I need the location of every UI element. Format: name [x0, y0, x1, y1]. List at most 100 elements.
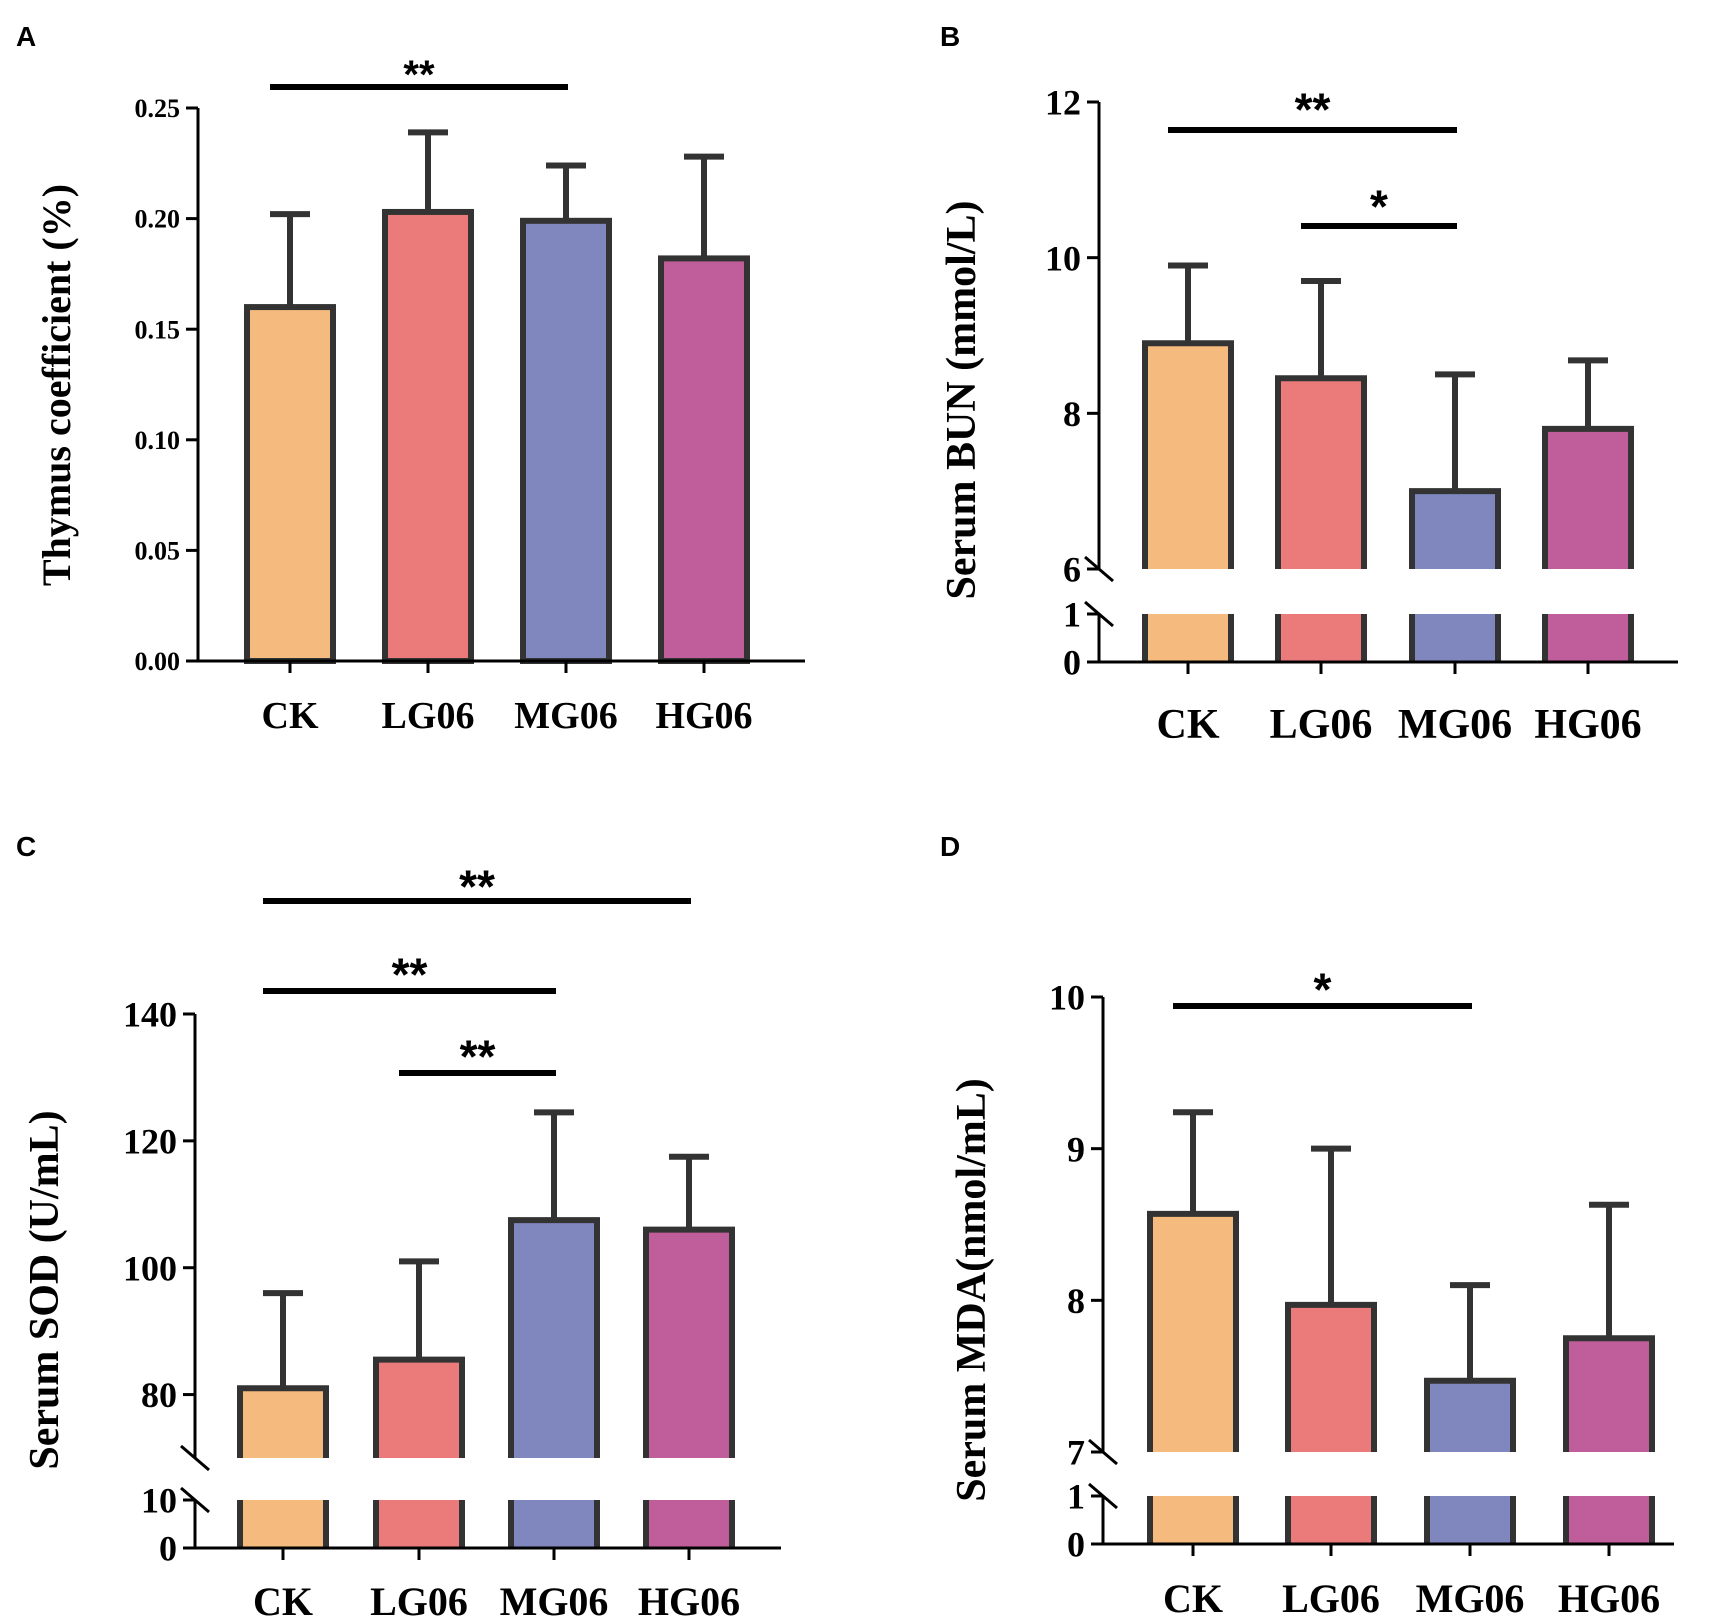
bar-lower-ck	[1145, 614, 1231, 662]
y-tick-label: 0.25	[135, 94, 181, 123]
x-tick-label-ck: CK	[253, 1579, 313, 1623]
y-tick-label: 100	[123, 1248, 177, 1288]
y-tick-label: 0.15	[135, 315, 181, 344]
y-tick-label: 0	[1063, 643, 1081, 683]
y-tick-label: 0.20	[135, 205, 181, 234]
significance-label: **	[1295, 84, 1331, 136]
panel-letter: D	[940, 831, 960, 862]
bar-mg06	[1412, 491, 1498, 569]
x-tick-label-lg06: LG06	[1270, 702, 1373, 748]
bar-lower-outline-lg06	[1285, 1496, 1377, 1544]
x-tick-label-ck: CK	[262, 695, 319, 737]
bar-lg06	[382, 208, 474, 665]
y-tick-label: 10	[1049, 978, 1085, 1018]
bar-mg06	[1427, 1380, 1513, 1452]
x-tick-label-ck: CK	[1157, 702, 1220, 748]
bar-lower-outline-ck	[237, 1500, 329, 1548]
y-tick-label: 10	[141, 1481, 177, 1521]
x-tick-label-mg06: MG06	[514, 695, 617, 737]
bar-hg06	[646, 1229, 732, 1458]
significance-label: **	[460, 1031, 496, 1083]
y-tick-label: 9	[1067, 1129, 1085, 1169]
y-tick-label: 120	[123, 1121, 177, 1161]
x-tick-label-lg06: LG06	[370, 1579, 468, 1623]
bar-lower-outline-mg06	[1409, 614, 1501, 662]
y-tick-label: 10	[1045, 238, 1081, 278]
bar-lower-hg06	[1566, 1496, 1652, 1544]
x-tick-label-hg06: HG06	[1534, 702, 1641, 748]
y-axis-label: Serum MDA(nmol/mL)	[949, 1078, 995, 1501]
y-tick-label: 0	[159, 1529, 177, 1569]
y-tick-label: 8	[1063, 394, 1081, 434]
bar-lower-outline-hg06	[1542, 614, 1634, 662]
y-tick-label: 0	[1067, 1525, 1085, 1565]
x-tick-label-lg06: LG06	[1282, 1576, 1380, 1621]
x-tick-label-ck: CK	[1163, 1576, 1223, 1621]
panel-c: C Serum SOD (U/mL) CK LG06 MG06 HG06 0 10 80 100 1…	[16, 831, 781, 1623]
significance-label: **	[459, 861, 495, 913]
bar-lg06	[1288, 1304, 1374, 1452]
axis-break-mark	[180, 1444, 210, 1472]
bar-lg06	[1278, 378, 1364, 569]
x-tick-label-hg06: HG06	[638, 1579, 740, 1623]
bar-hg06	[1566, 1338, 1652, 1452]
bar-lower-mg06	[1427, 1496, 1513, 1544]
bar-lower-outline-ck	[1147, 1496, 1239, 1544]
bar-outline-lg06	[373, 1356, 465, 1458]
y-tick-label: 1	[1067, 1477, 1085, 1517]
bar-lower-hg06	[1545, 614, 1631, 662]
panel-letter: C	[16, 831, 36, 862]
panel-b: B Serum BUN (mmol/L) CK LG06 MG06 HG06 0 1 6 8 10 1…	[939, 21, 1678, 748]
y-tick-label: 140	[123, 995, 177, 1035]
y-tick-label: 1	[1063, 595, 1081, 635]
bar-mg06	[520, 217, 612, 664]
y-axis-label: Serum SOD (U/mL)	[22, 1110, 68, 1469]
bar-lower-outline-lg06	[1275, 614, 1367, 662]
bar-lower-outline-hg06	[643, 1500, 735, 1548]
panel-letter: A	[16, 21, 36, 52]
x-tick-label-hg06: HG06	[655, 695, 752, 737]
x-tick-label-mg06: MG06	[1416, 1576, 1525, 1621]
panel-letter: B	[940, 21, 960, 52]
bar-mg06	[511, 1220, 597, 1458]
bar-lower-lg06	[1278, 614, 1364, 662]
bar-ck	[1150, 1213, 1236, 1452]
y-tick-label: 0.05	[135, 537, 181, 566]
y-tick-label: 6	[1063, 550, 1081, 590]
y-tick-label: 8	[1067, 1281, 1085, 1321]
bar-lower-lg06	[376, 1500, 462, 1548]
bar-ck	[244, 304, 336, 664]
bar-lower-outline-mg06	[508, 1500, 600, 1548]
y-tick-label: 7	[1067, 1433, 1085, 1473]
bar-hg06	[1545, 428, 1631, 569]
bar-lower-outline-ck	[1142, 614, 1234, 662]
bar-outline-hg06	[643, 1226, 735, 1458]
y-axis-label: Serum BUN (mmol/L)	[939, 201, 985, 600]
bar-lower-ck	[240, 1500, 326, 1548]
bar-ck	[1145, 343, 1231, 569]
significance-label: *	[1370, 181, 1388, 233]
bar-lower-outline-mg06	[1424, 1496, 1516, 1544]
significance-label: **	[403, 53, 435, 97]
bar-outline-ck	[237, 1385, 329, 1458]
panel-d: D Serum MDA(nmol/mL) CK LG06 MG06 HG06 0 17 8 9 10…	[940, 831, 1674, 1621]
bar-ck	[240, 1388, 326, 1458]
y-tick-label: 12	[1045, 83, 1081, 123]
significance-label: *	[1314, 964, 1332, 1016]
bar-outline-mg06	[1424, 1377, 1516, 1452]
x-tick-label-lg06: LG06	[382, 695, 475, 737]
x-tick-label-hg06: HG06	[1558, 1576, 1660, 1621]
bar-lower-outline-lg06	[373, 1500, 465, 1548]
bar-lg06	[376, 1359, 462, 1458]
y-tick-label: 0.10	[135, 426, 181, 455]
x-tick-label-mg06: MG06	[500, 1579, 609, 1623]
bar-lower-outline-hg06	[1563, 1496, 1655, 1544]
bar-lower-lg06	[1288, 1496, 1374, 1544]
y-tick-label: 0.00	[135, 647, 181, 676]
significance-label: **	[392, 949, 428, 1001]
y-axis-label: Thymus coefficient (%)	[34, 184, 79, 586]
bar-lower-mg06	[1412, 614, 1498, 662]
bar-hg06	[658, 255, 750, 664]
bar-lower-ck	[1150, 1496, 1236, 1544]
